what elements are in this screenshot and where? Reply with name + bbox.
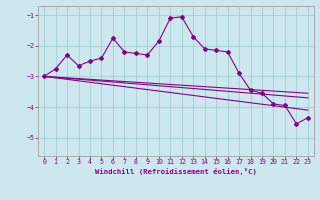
- X-axis label: Windchill (Refroidissement éolien,°C): Windchill (Refroidissement éolien,°C): [95, 168, 257, 175]
